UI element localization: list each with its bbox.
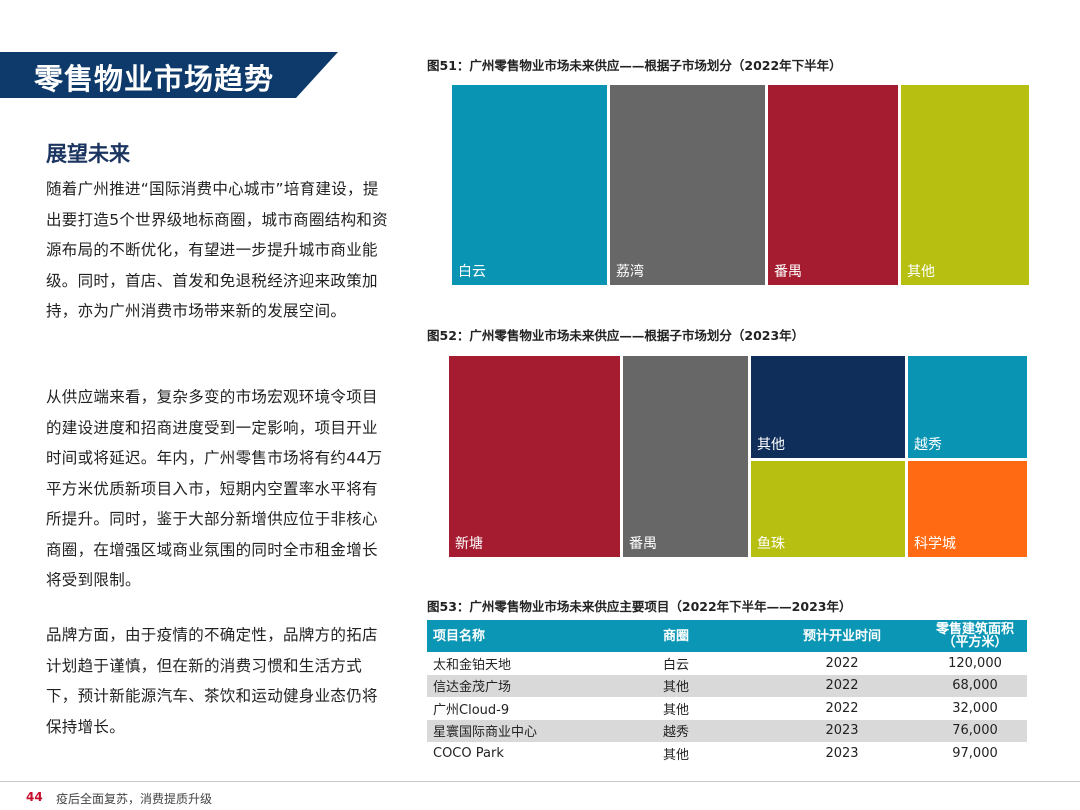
fig51-tile-other: 其他 [901,85,1029,285]
fig52-tile-label: 鱼珠 [757,536,785,552]
projects-table: 项目名称 商圈 预计开业时间 零售建筑面积 （平方米） 太和金铂天地 白云 20… [427,620,1027,765]
fig51-tile-label: 白云 [458,264,486,280]
fig52-tile-label: 新塘 [455,536,483,552]
fig51-tile-label: 其他 [907,264,935,280]
cell-project: 太和金铂天地 [433,657,512,673]
cell-area: 120,000 [948,655,1002,671]
fig51-tile-baiyun: 白云 [452,85,607,285]
fig52-tile-xintang: 新塘 [449,356,620,557]
cell-year: 2023 [825,745,859,761]
banner-shape [0,52,338,98]
paragraph-supply: 从供应端来看，复杂多变的市场宏观环境令项目的建设进度和招商进度受到一定影响，项目… [46,388,383,589]
page-number: 44 [26,790,43,804]
table-row: 信达金茂广场 其他 2022 68,000 [427,674,1027,697]
cell-year: 2022 [825,655,859,671]
fig52-tile-kexuecheng: 科学城 [908,461,1027,557]
fig53-title: 图53：广州零售物业市场未来供应主要项目（2022年下半年——2023年） [427,599,852,614]
cell-year: 2023 [761,719,923,742]
fig52-tile-yuexiu: 越秀 [908,356,1027,458]
fig51-tile-liwan: 荔湾 [610,85,765,285]
table-row: 星寰国际商业中心 越秀 2023 76,000 [427,719,1027,742]
table-row: COCO Park 其他 2023 97,000 [427,742,1027,765]
fig52-tile-panyu: 番禺 [623,356,748,557]
footer-divider [0,781,1080,782]
section-banner: 零售物业市场趋势 [0,52,338,98]
fig52-tile-yuzhu: 鱼珠 [751,461,905,557]
cell-year: 2022 [761,674,923,697]
header-gfa: 零售建筑面积 （平方米） [923,620,1027,652]
header-district: 商圈 [649,620,761,652]
cell-district: 越秀 [649,719,761,742]
cell-district: 白云 [663,657,690,673]
section-subtitle: 展望未来 [46,142,130,166]
cell-area: 68,000 [923,674,1027,697]
fig52-tile-label: 番禺 [629,536,657,552]
cell-project: COCO Park [433,745,504,761]
header-gfa-label: 零售建筑面积 [935,622,1014,637]
cell-project: 信达金茂广场 [427,674,649,697]
cell-district: 其他 [663,702,690,718]
cell-area: 76,000 [923,719,1027,742]
fig52-tile-label: 其他 [757,437,785,453]
cell-area: 97,000 [952,745,998,761]
page-title: 零售物业市场趋势 [34,62,275,96]
cell-area: 32,000 [952,700,998,716]
fig51-tile-label: 荔湾 [616,264,644,280]
fig52-tile-other: 其他 [751,356,905,458]
table-row: 太和金铂天地 白云 2022 120,000 [427,652,1027,675]
header-project-name: 项目名称 [427,620,649,652]
fig51-tile-label: 番禺 [774,264,802,280]
cell-district: 其他 [649,674,761,697]
paragraph-outlook: 随着广州推进“国际消费中心城市”培育建设，提出要打造5个世界级地标商圈，城市商圈… [46,180,388,320]
paragraph-brands: 品牌方面，由于疫情的不确定性，品牌方的拓店计划趋于谨慎，但在新的消费习惯和生活方… [46,626,378,736]
cell-project: 星寰国际商业中心 [427,719,649,742]
fig52-tile-label: 科学城 [914,536,956,552]
table-header-row: 项目名称 商圈 预计开业时间 零售建筑面积 （平方米） [427,620,1027,652]
fig52-title: 图52：广州零售物业市场未来供应——根据子市场划分（2023年） [427,328,805,343]
header-gfa-unit: （平方米） [942,635,1008,650]
footer-text: 疫后全面复苏，消费提质升级 [56,792,213,806]
cell-district: 其他 [663,747,690,763]
cell-year: 2022 [825,700,859,716]
fig51-tile-panyu: 番禺 [768,85,898,285]
fig51-title: 图51：广州零售物业市场未来供应——根据子市场划分（2022年下半年） [427,58,842,73]
fig52-tile-label: 越秀 [914,437,942,453]
table-row: 广州Cloud-9 其他 2022 32,000 [427,697,1027,720]
header-opening-time: 预计开业时间 [761,620,923,652]
cell-project: 广州Cloud-9 [433,702,510,718]
